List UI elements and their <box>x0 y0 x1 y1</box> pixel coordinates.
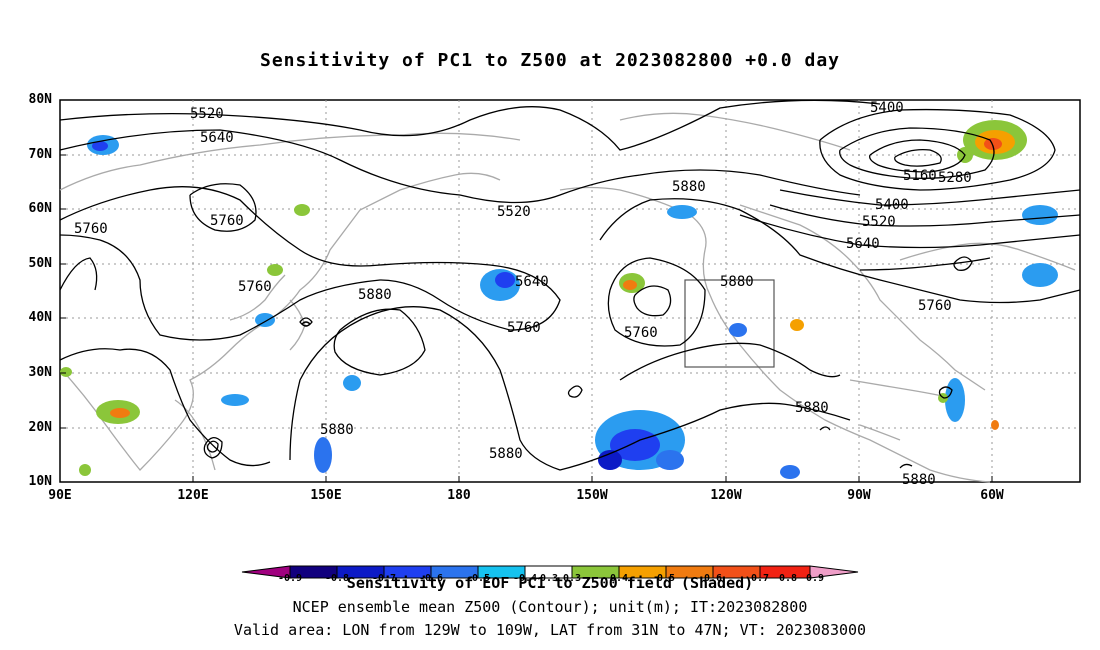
shading-caption: Sensitivity of EOF PC1 to Z500 field (Sh… <box>346 574 754 592</box>
lon-label: 60W <box>980 488 1004 503</box>
colorbar-tick: -0.6 <box>418 573 444 584</box>
contour-label: 5280 <box>938 170 972 186</box>
colorbar-tick: -0.5 <box>465 573 491 584</box>
colorbar-tick: 0.9 <box>805 573 825 584</box>
lat-label: 50N <box>28 256 52 271</box>
contour-label: 5760 <box>624 325 658 341</box>
contour-label: 5520 <box>190 106 224 122</box>
lon-label: 150E <box>310 488 342 503</box>
contour-label: 5880 <box>902 472 936 488</box>
contour-label: 5400 <box>870 100 904 116</box>
contour-label: 5640 <box>846 236 880 252</box>
colorbar-tick: 0.4 <box>609 573 629 584</box>
lon-label: 90W <box>847 488 871 503</box>
z500-contours <box>59 99 1081 471</box>
colorbar-high-arrow <box>809 565 859 579</box>
contour-label: 5880 <box>672 179 706 195</box>
lon-label: 180 <box>447 488 471 503</box>
contour-label: 5400 <box>875 197 909 213</box>
colorbar-tick: -0.7 <box>371 573 397 584</box>
lon-label: 150W <box>576 488 608 503</box>
valid-area-caption: Valid area: LON from 129W to 109W, LAT f… <box>233 621 867 639</box>
colorbar-tick: 0.5 <box>656 573 676 584</box>
lat-label: 80N <box>28 92 52 107</box>
contour-label: 5880 <box>720 274 754 290</box>
axis-ticks <box>60 154 993 482</box>
colorbar-tick: -0.4 <box>512 573 538 584</box>
contour-label: 5760 <box>918 298 952 314</box>
lat-label: 70N <box>28 147 52 162</box>
lat-label: 40N <box>28 310 52 325</box>
contour-label: 5760 <box>74 221 108 237</box>
contour-label-group: 5520 5640 5760 5760 5760 5880 5520 5640 … <box>74 100 972 488</box>
lon-label: 120E <box>177 488 209 503</box>
colorbar-tick: 0.3 <box>562 573 582 584</box>
lat-label: 30N <box>28 365 52 380</box>
contour-label: 5160 <box>903 168 937 184</box>
contour-label: 5760 <box>238 279 272 295</box>
contour-caption: NCEP ensemble mean Z500 (Contour); unit(… <box>292 598 808 616</box>
map-frame <box>59 99 1081 483</box>
contour-label: 5880 <box>489 446 523 462</box>
colorbar <box>241 565 859 579</box>
contour-label: 5880 <box>320 422 354 438</box>
colorbar-tick: -0.3 <box>533 573 559 584</box>
colorbar-tick: 0.8 <box>778 573 798 584</box>
lat-label: 60N <box>28 201 52 216</box>
colorbar-tick: -0.9 <box>277 573 303 584</box>
contour-label: 5640 <box>200 130 234 146</box>
lat-label: 10N <box>28 474 52 489</box>
contour-label: 5640 <box>515 274 549 290</box>
contour-label: 5880 <box>358 287 392 303</box>
map-title: Sensitivity of PC1 to Z500 at 2023082800… <box>259 50 840 71</box>
contour-label: 5760 <box>507 320 541 336</box>
contour-label: 5520 <box>497 204 531 220</box>
colorbar-tick: 0.7 <box>750 573 770 584</box>
valid-area-box <box>684 279 775 368</box>
colorbar-tick: -0.8 <box>324 573 350 584</box>
contour-label: 5760 <box>210 213 244 229</box>
lat-label: 20N <box>28 420 52 435</box>
graticule <box>60 100 1080 482</box>
lon-label: 120W <box>710 488 742 503</box>
lon-label: 90E <box>48 488 72 503</box>
contour-label: 5880 <box>795 400 829 416</box>
colorbar-tick: 0.6 <box>703 573 723 584</box>
contour-label: 5520 <box>862 214 896 230</box>
